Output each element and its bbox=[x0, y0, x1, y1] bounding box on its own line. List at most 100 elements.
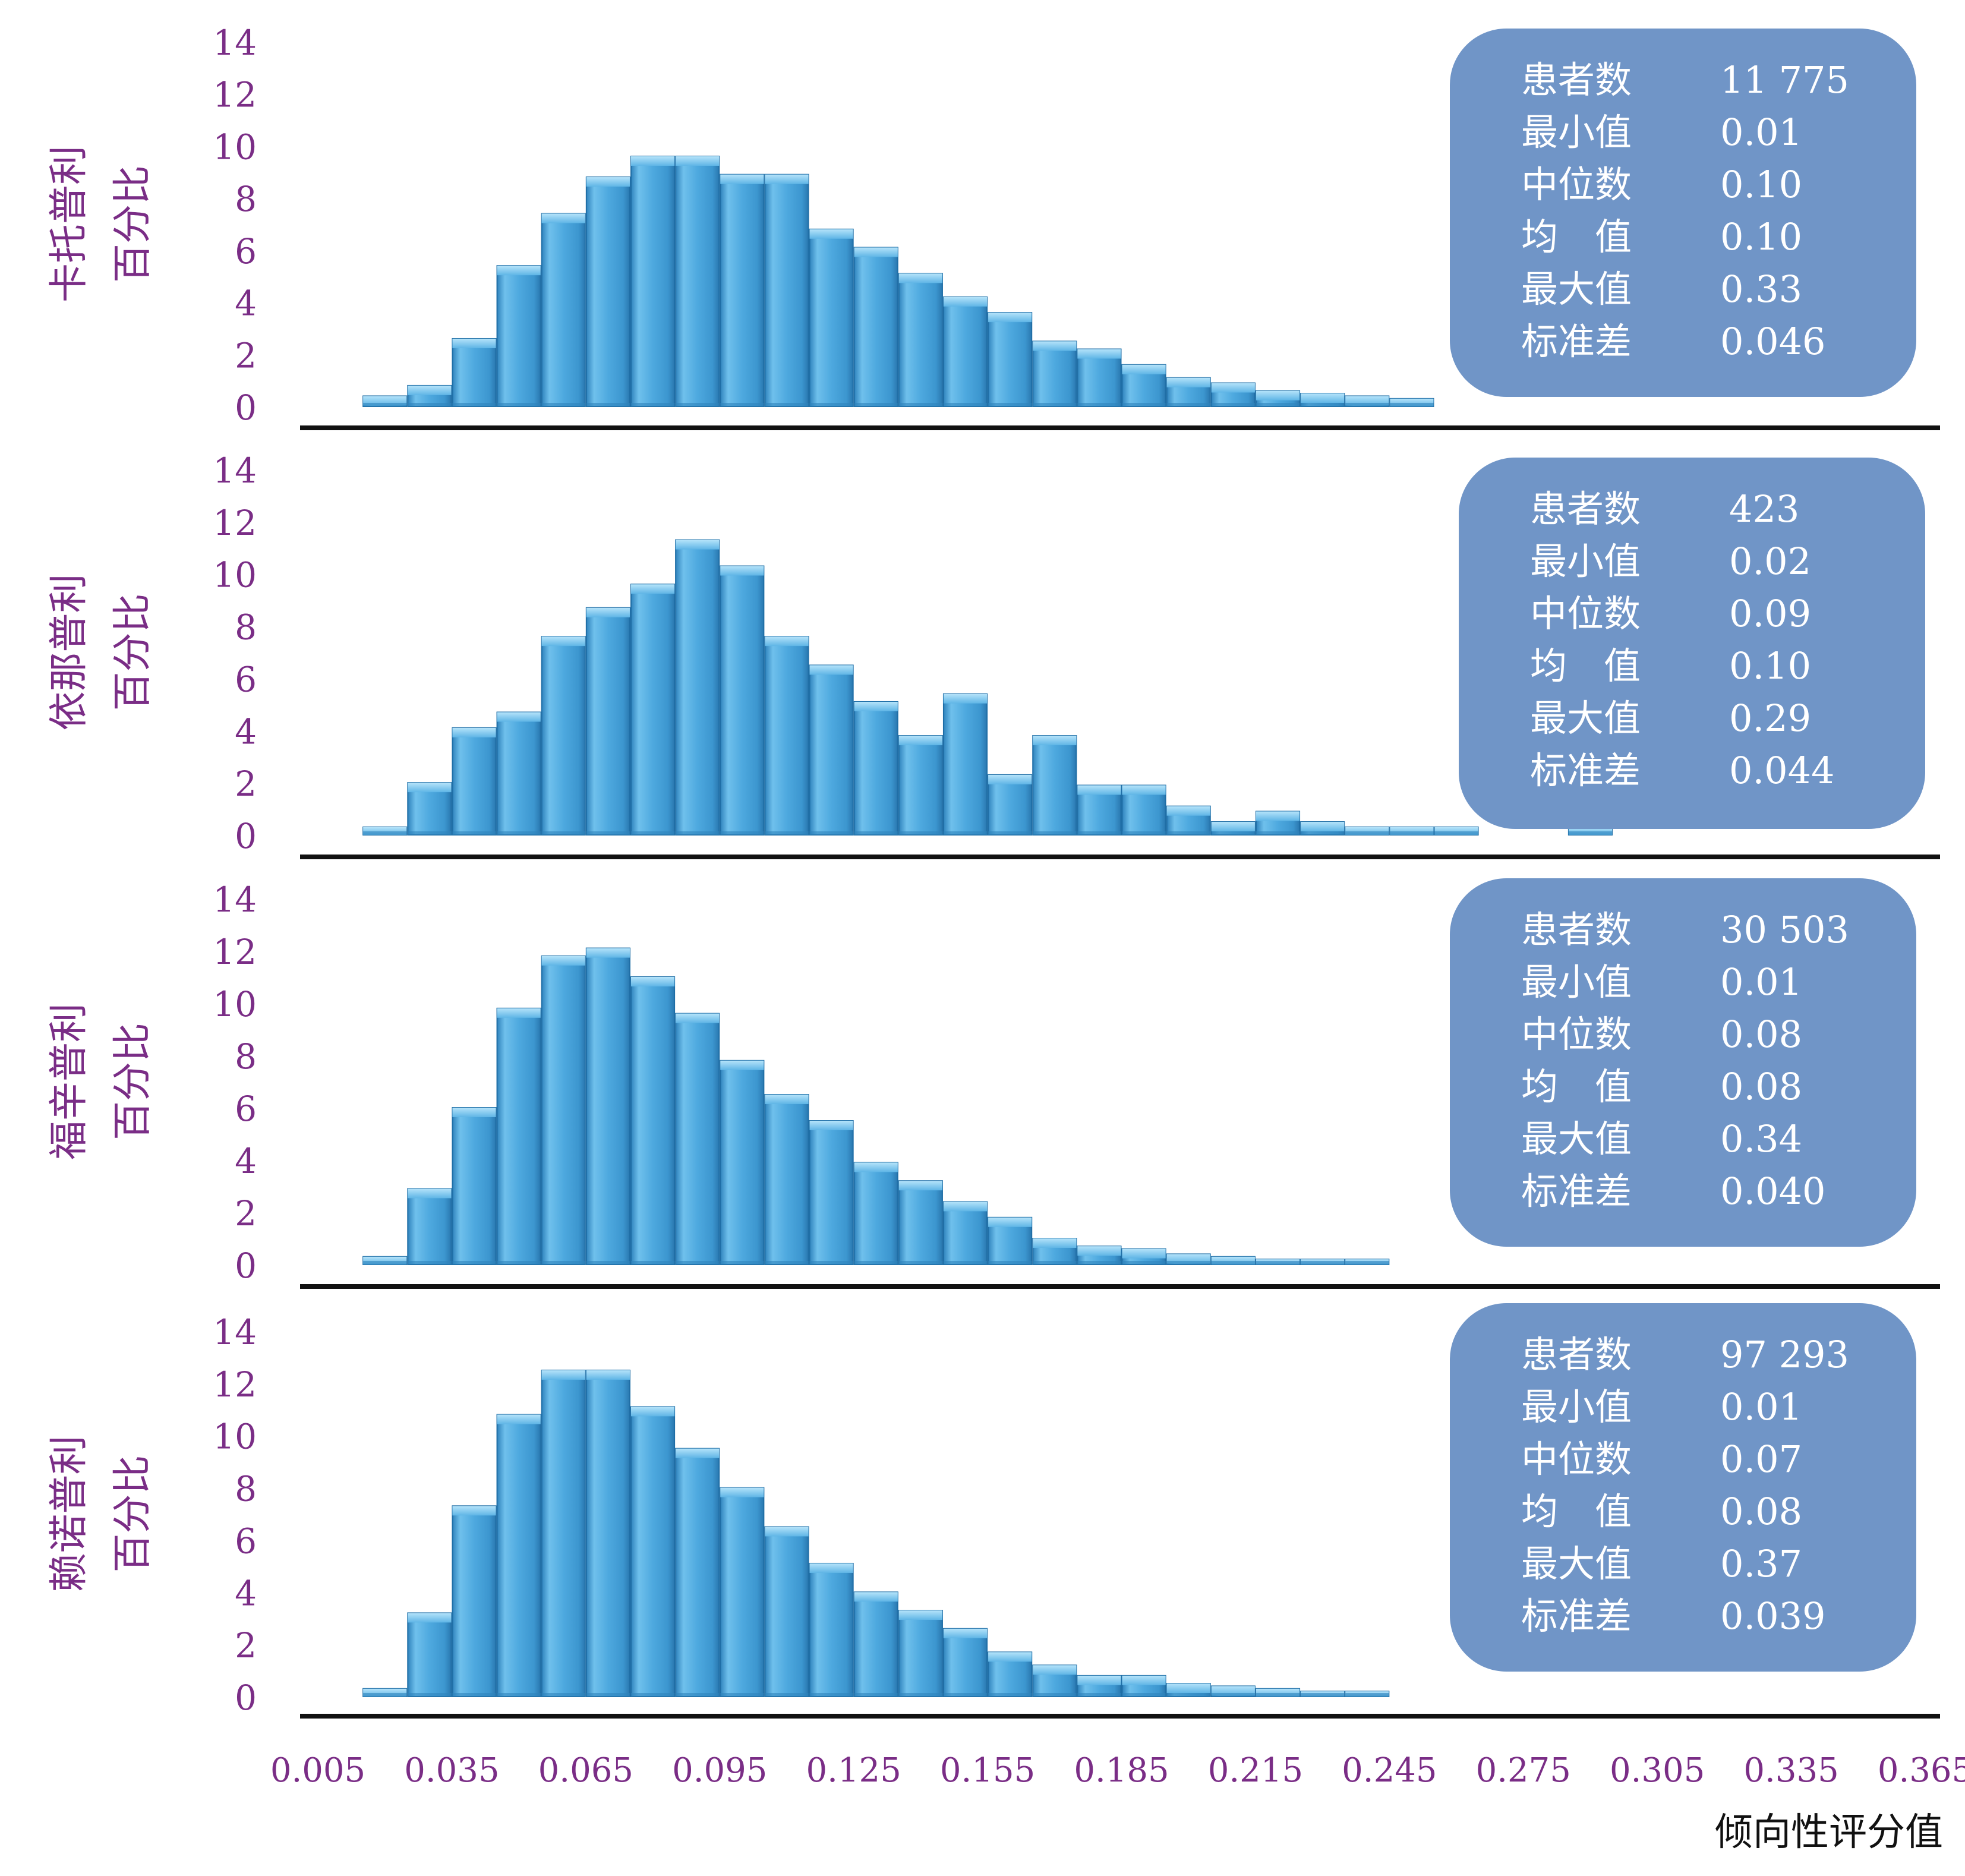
histogram-bar bbox=[988, 312, 1033, 407]
histogram-bar bbox=[1210, 1685, 1256, 1697]
y-axis-label: 卡托普利 bbox=[46, 146, 92, 302]
histogram-bar bbox=[675, 1448, 720, 1697]
histogram-bar bbox=[1077, 784, 1122, 836]
x-tick-label: 0.005 bbox=[270, 1751, 365, 1790]
histogram-bar bbox=[630, 584, 676, 835]
y-tick-label: 4 bbox=[235, 711, 257, 752]
y-tick-label: 8 bbox=[235, 179, 257, 219]
histogram-bar bbox=[809, 664, 854, 835]
stats-box: 患者数 423 最小值 0.02 中位数 0.09 均 值 0.10 最大值 0.29 标准差 0.0… bbox=[1459, 458, 1925, 829]
histogram-bar bbox=[1389, 826, 1434, 835]
histogram-bar bbox=[496, 265, 541, 407]
stat-label: 中位数 bbox=[1521, 163, 1632, 206]
y-tick-label: 2 bbox=[235, 335, 257, 376]
stat-value: 0.040 bbox=[1720, 1169, 1826, 1213]
histogram-bar bbox=[942, 693, 988, 836]
histogram-bar bbox=[1032, 1664, 1077, 1697]
histogram-bar bbox=[407, 1612, 452, 1697]
stat-label: 均 值 bbox=[1521, 1065, 1632, 1108]
histogram-bar bbox=[452, 1505, 497, 1698]
y-tick-label: 6 bbox=[235, 1089, 257, 1129]
histogram-bar bbox=[942, 296, 988, 407]
x-tick-label: 0.185 bbox=[1074, 1751, 1169, 1790]
histogram-bar bbox=[362, 1688, 408, 1698]
y-tick-label: 12 bbox=[213, 503, 257, 543]
x-tick-label: 0.335 bbox=[1743, 1751, 1838, 1790]
y-tick-label: 12 bbox=[213, 932, 257, 972]
y-tick-label: 6 bbox=[235, 1521, 257, 1561]
histogram-bar bbox=[1300, 1691, 1345, 1698]
histogram-bar bbox=[720, 1060, 765, 1266]
histogram-bar bbox=[1077, 1246, 1122, 1265]
stat-value: 11 775 bbox=[1720, 58, 1849, 102]
histogram-bar bbox=[809, 1562, 854, 1698]
histogram-bar bbox=[1255, 811, 1301, 835]
stat-label: 中位数 bbox=[1530, 592, 1641, 635]
x-tick-label: 0.215 bbox=[1208, 1751, 1303, 1790]
x-tick-label: 0.095 bbox=[672, 1751, 767, 1790]
stat-value: 0.29 bbox=[1729, 696, 1811, 740]
y-tick-label: 0 bbox=[235, 387, 257, 428]
stat-label: 患者数 bbox=[1521, 1333, 1632, 1376]
y-tick-label: 4 bbox=[235, 1573, 257, 1613]
y-axis-label: 依那普利 bbox=[46, 574, 92, 731]
stat-value: 423 bbox=[1729, 487, 1799, 531]
stat-value: 0.08 bbox=[1720, 1065, 1802, 1108]
histogram-bar bbox=[898, 273, 943, 408]
histogram-bar bbox=[407, 384, 452, 408]
y-tick-label: 10 bbox=[213, 555, 257, 595]
histogram-bar bbox=[809, 1120, 854, 1265]
x-tick-label: 0.065 bbox=[538, 1751, 633, 1790]
x-tick-label: 0.155 bbox=[940, 1751, 1035, 1790]
histogram-bar bbox=[585, 607, 630, 835]
stat-value: 0.37 bbox=[1720, 1542, 1802, 1585]
histogram-bar bbox=[452, 1107, 497, 1265]
stat-value: 0.044 bbox=[1729, 749, 1835, 792]
histogram-panel-2: 0 2 4 6 8 10 12 14 依那普利 百分比 患者数 423 最小值 0.02 中位数 0.09 均 … bbox=[46, 450, 1940, 859]
stat-value: 0.07 bbox=[1720, 1437, 1802, 1481]
stats-box: 患者数 11 775 最小值 0.01 中位数 0.10 均 值 0.10 最大值 0.33 标准差… bbox=[1450, 29, 1916, 397]
stat-label: 最小值 bbox=[1521, 1385, 1632, 1429]
stats-box: 患者数 30 503 最小值 0.01 中位数 0.08 均 值 0.08 最大值 0.34 标准差… bbox=[1450, 878, 1916, 1247]
histogram-bar bbox=[942, 1201, 988, 1266]
y-tick-label: 0 bbox=[235, 1246, 257, 1286]
y-tick-label: 0 bbox=[235, 1678, 257, 1718]
y-tick-label: 14 bbox=[213, 1312, 257, 1352]
histogram-bar bbox=[898, 1180, 943, 1265]
stat-value: 0.039 bbox=[1720, 1594, 1826, 1638]
histogram-panel-3: 0 2 4 6 8 10 12 14 福辛普利 百分比 患者数 30 503 最小值 0.01 中位数 0.0… bbox=[46, 878, 1940, 1289]
histogram-bar bbox=[720, 174, 765, 407]
stat-value: 0.09 bbox=[1729, 592, 1811, 635]
y-axis-label: 百分比 bbox=[109, 165, 155, 283]
histogram-bar bbox=[988, 1651, 1033, 1698]
histogram-bar bbox=[942, 1628, 988, 1697]
y-tick-label: 2 bbox=[235, 1625, 257, 1666]
histogram-bar bbox=[585, 176, 630, 407]
histogram-bar bbox=[764, 174, 809, 407]
histogram-bar bbox=[496, 711, 541, 836]
stat-value: 0.01 bbox=[1720, 960, 1802, 1004]
histogram-bar bbox=[675, 155, 720, 407]
y-tick-label: 8 bbox=[235, 1036, 257, 1077]
stat-value: 0.34 bbox=[1720, 1117, 1802, 1161]
histogram-bar bbox=[1300, 821, 1345, 836]
y-axis-label: 福辛普利 bbox=[46, 1003, 92, 1160]
histogram-bar bbox=[630, 155, 676, 407]
stat-label: 标准差 bbox=[1521, 1594, 1632, 1638]
y-tick-label: 14 bbox=[213, 450, 257, 491]
stat-label: 最大值 bbox=[1521, 267, 1632, 311]
y-tick-label: 6 bbox=[235, 231, 257, 272]
histogram-bar bbox=[362, 826, 408, 835]
histogram-bar bbox=[853, 701, 898, 835]
stat-label: 均 值 bbox=[1521, 1490, 1632, 1533]
histogram-bar bbox=[496, 1007, 541, 1266]
y-tick-label: 2 bbox=[235, 764, 257, 804]
stat-label: 均 值 bbox=[1521, 215, 1632, 258]
histogram-bar bbox=[720, 565, 765, 835]
histogram-bar bbox=[1345, 395, 1390, 408]
y-tick-label: 4 bbox=[235, 1141, 257, 1181]
histogram-bar bbox=[362, 395, 408, 408]
y-tick-label: 12 bbox=[213, 75, 257, 115]
histogram-bar bbox=[1166, 805, 1211, 836]
stat-label: 标准差 bbox=[1521, 1169, 1632, 1213]
